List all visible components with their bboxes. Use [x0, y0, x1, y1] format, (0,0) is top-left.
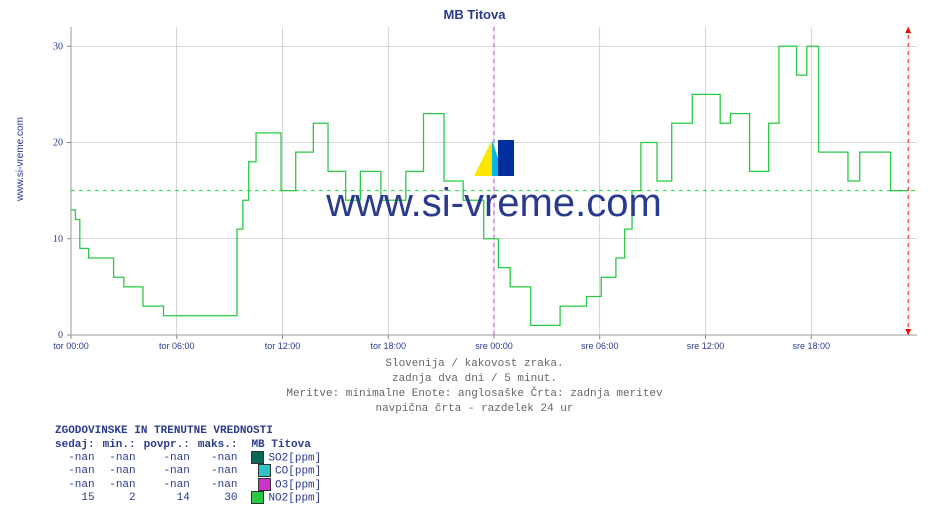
table-cell: -nan: [103, 451, 144, 464]
x-tick-label: sre 06:00: [581, 341, 619, 351]
table-cell: -nan: [198, 451, 246, 464]
series-label: CO[ppm]: [245, 464, 329, 477]
table-cell: -nan: [55, 464, 103, 477]
series-label: NO2[ppm]: [245, 491, 329, 504]
table-header: maks.:: [198, 439, 246, 451]
x-tick-label: sre 00:00: [475, 341, 513, 351]
caption-line: zadnja dva dni / 5 minut.: [1, 372, 947, 387]
series-label: SO2[ppm]: [245, 451, 329, 464]
svg-text:20: 20: [53, 138, 63, 149]
table-header: povpr.:: [144, 439, 198, 451]
table-cell: -nan: [55, 478, 103, 491]
table-cell: -nan: [103, 478, 144, 491]
color-swatch-icon: [258, 478, 271, 491]
x-tick-label: tor 00:00: [53, 341, 89, 351]
color-swatch-icon: [251, 451, 264, 464]
x-tick-label: sre 12:00: [687, 341, 725, 351]
table-header: sedaj:: [55, 439, 103, 451]
yaxis-source-label: www.si-vreme.com: [15, 117, 26, 201]
caption-line: Slovenija / kakovost zraka.: [1, 357, 947, 372]
plot-area: 0102030 www.si-vreme.com: [71, 27, 917, 335]
svg-text:10: 10: [53, 234, 63, 245]
caption-line: Meritve: minimalne Enote: anglosaške Črt…: [1, 387, 947, 402]
x-tick-label: tor 18:00: [370, 341, 406, 351]
table-title: ZGODOVINSKE IN TRENUTNE VREDNOSTI: [55, 425, 329, 437]
x-tick-label: tor 06:00: [159, 341, 195, 351]
table-header: MB Titova: [245, 439, 329, 451]
table-cell: -nan: [198, 478, 246, 491]
table-cell: -nan: [144, 478, 198, 491]
chart-title: MB Titova: [1, 7, 947, 22]
table-cell: -nan: [55, 451, 103, 464]
caption-line: navpična črta - razdelek 24 ur: [1, 402, 947, 417]
color-swatch-icon: [258, 464, 271, 477]
svg-text:0: 0: [58, 330, 63, 341]
color-swatch-icon: [251, 491, 264, 504]
history-table: ZGODOVINSKE IN TRENUTNE VREDNOSTI sedaj:…: [55, 425, 329, 505]
table-cell: 30: [198, 491, 246, 504]
x-axis-ticks: tor 00:00tor 06:00tor 12:00tor 18:00sre …: [71, 341, 917, 355]
chart-frame: MB Titova www.si-vreme.com 0102030 www.s…: [0, 0, 947, 508]
history-table-body: sedaj:min.:povpr.:maks.:MB Titova-nan-na…: [55, 439, 329, 505]
series-label: O3[ppm]: [245, 478, 329, 491]
table-row: -nan-nan-nan-nanO3[ppm]: [55, 478, 329, 491]
table-cell: -nan: [103, 464, 144, 477]
table-row: -nan-nan-nan-nanCO[ppm]: [55, 464, 329, 477]
table-row: 1521430NO2[ppm]: [55, 491, 329, 504]
x-tick-label: tor 12:00: [265, 341, 301, 351]
table-cell: 14: [144, 491, 198, 504]
table-header: min.:: [103, 439, 144, 451]
table-row: -nan-nan-nan-nanSO2[ppm]: [55, 451, 329, 464]
x-tick-label: sre 18:00: [792, 341, 830, 351]
table-cell: -nan: [144, 464, 198, 477]
plot-svg: 0102030: [71, 27, 917, 335]
table-cell: -nan: [198, 464, 246, 477]
table-cell: -nan: [144, 451, 198, 464]
table-cell: 2: [103, 491, 144, 504]
table-cell: 15: [55, 491, 103, 504]
chart-captions: Slovenija / kakovost zraka. zadnja dva d…: [1, 357, 947, 417]
svg-text:30: 30: [53, 41, 63, 52]
